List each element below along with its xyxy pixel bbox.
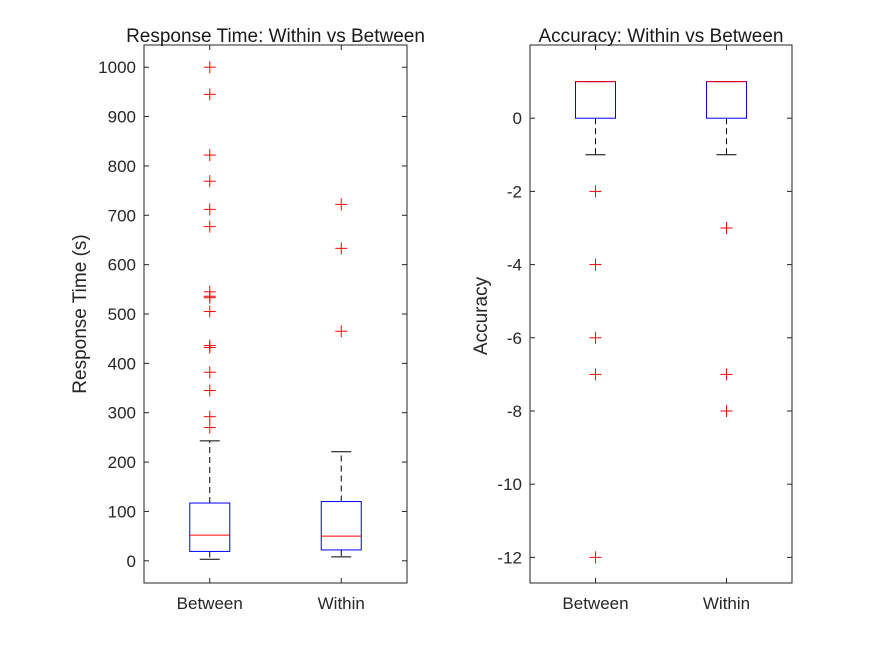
acc-xtick-label-between: Between	[562, 594, 628, 613]
acc-ytick-label-0: -12	[497, 548, 522, 567]
acc-between-outlier-1	[589, 258, 602, 271]
rt-ytick-label-4: 400	[108, 354, 136, 373]
accuracy-marks: -12 -10 -8 -6 -4 -2 0 Between Within	[497, 45, 792, 613]
rt-between-outlier-12	[203, 175, 216, 188]
accuracy-panel: Accuracy: Within vs Between Accuracy -12…	[471, 26, 793, 613]
acc-ytick-label-1: -10	[497, 475, 522, 494]
acc-within-outlier-2	[720, 404, 733, 417]
rt-ytick-label-1: 100	[108, 502, 136, 521]
response-time-marks: 0 100 200 300 400 500 600 700 800 900 1000 Between W…	[98, 45, 407, 613]
rt-ytick-label-5: 500	[108, 305, 136, 324]
acc-between-outlier-4	[589, 551, 602, 564]
rt-between-outlier-5	[203, 339, 216, 352]
acc-between-outlier-0	[589, 185, 602, 198]
rt-ytick-label-3: 300	[108, 404, 136, 423]
rt-ytick-label-6: 600	[108, 256, 136, 275]
rt-between-outlier-11	[203, 203, 216, 216]
accuracy-title: Accuracy: Within vs Between	[539, 26, 784, 47]
acc-within-outlier-1	[720, 368, 733, 381]
rt-ytick-label-9: 900	[108, 108, 136, 127]
acc-ytick-label-4: -4	[507, 256, 522, 275]
accuracy-ylabel: Accuracy	[471, 276, 492, 355]
acc-within-outlier-0	[720, 221, 733, 234]
rt-ytick-label-2: 200	[108, 453, 136, 472]
accuracy-axes-frame	[529, 44, 793, 584]
acc-ytick-label-6: 0	[513, 109, 522, 128]
rt-between-outlier-14	[203, 88, 216, 101]
response-time-axes-frame	[143, 44, 408, 584]
rt-between-outlier-6	[203, 305, 216, 318]
rt-between-outlier-3	[203, 366, 216, 379]
rt-xtick-label-between: Between	[177, 594, 243, 613]
rt-within-box	[320, 501, 362, 551]
rt-between-outlier-0	[203, 421, 216, 434]
rt-ytick-label-10: 1000	[98, 58, 136, 77]
rt-between-outlier-10	[203, 220, 216, 233]
rt-between-outlier-1	[203, 410, 216, 423]
rt-between-outlier-13	[203, 149, 216, 162]
response-time-title: Response Time: Within vs Between	[126, 26, 425, 47]
acc-ytick-label-5: -2	[507, 182, 522, 201]
acc-between-outlier-2	[589, 331, 602, 344]
rt-between-outlier-15	[203, 61, 216, 74]
rt-within-outlier-0	[335, 325, 348, 338]
rt-ytick-label-8: 800	[108, 157, 136, 176]
acc-between-outlier-3	[589, 368, 602, 381]
acc-xtick-label-within: Within	[703, 594, 750, 613]
rt-within-outlier-2	[335, 198, 348, 211]
response-time-panel: Response Time: Within vs Between Respons…	[70, 26, 425, 613]
rt-within-outlier-1	[335, 242, 348, 255]
acc-ytick-label-3: -6	[507, 329, 522, 348]
rt-ytick-label-0: 0	[127, 552, 136, 571]
rt-ytick-label-7: 700	[108, 206, 136, 225]
rt-between-outlier-2	[203, 384, 216, 397]
rt-between-outlier-9	[203, 285, 216, 298]
rt-between-box	[189, 502, 231, 552]
rt-xtick-label-within: Within	[318, 594, 365, 613]
response-time-ylabel: Response Time (s)	[70, 234, 91, 393]
acc-ytick-label-2: -8	[507, 402, 522, 421]
